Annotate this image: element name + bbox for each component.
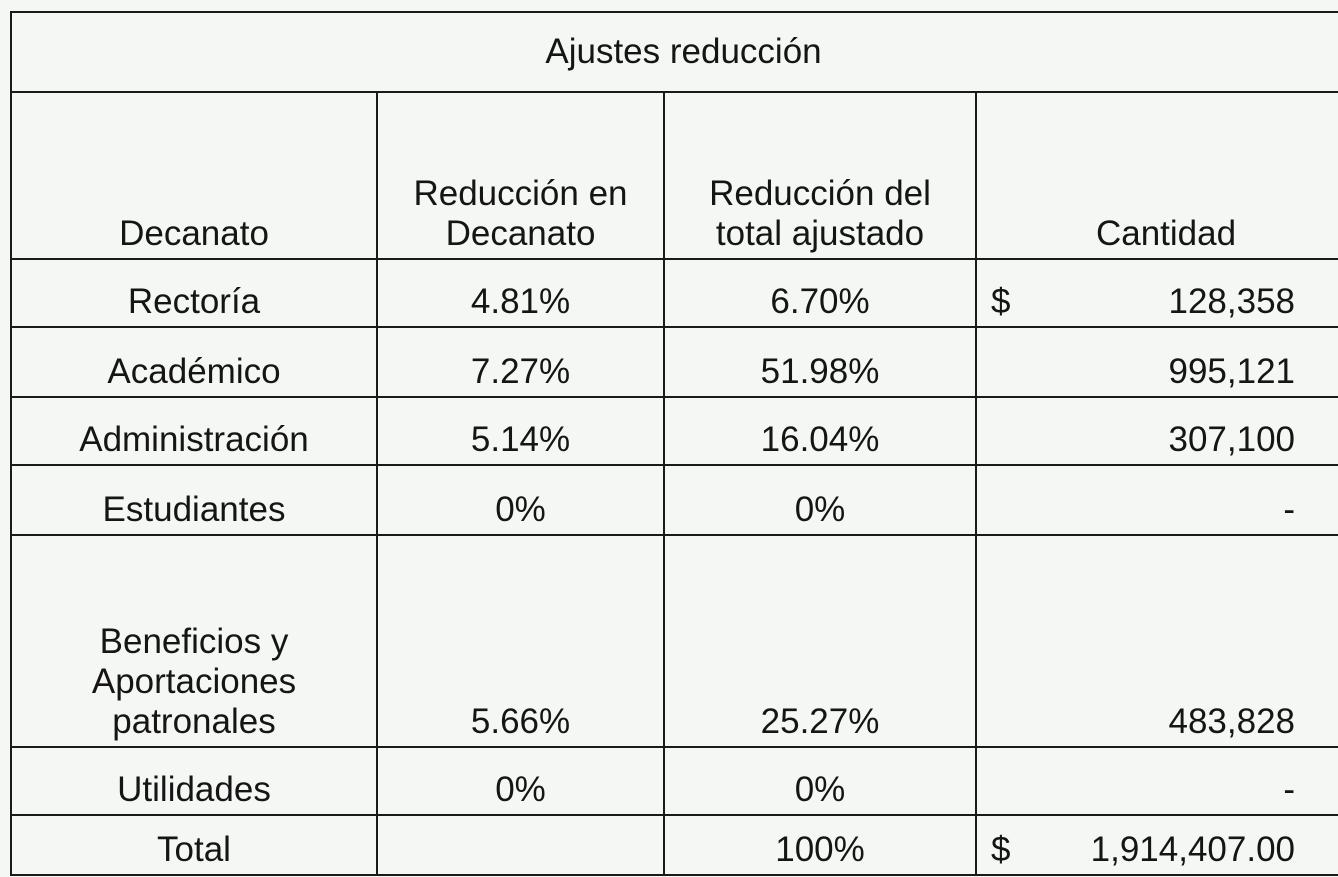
reduccion-total-cell: 16.04% bbox=[663, 396, 977, 466]
header-cell: Reducción en Decanato bbox=[376, 91, 665, 260]
cantidad: 1,914,407.00 bbox=[1090, 830, 1296, 869]
reduccion-decanato-cell: 0% bbox=[376, 464, 665, 536]
decanato-cell: Administración bbox=[10, 396, 378, 466]
row: Académico 7.27% 51.98% 995,121 bbox=[10, 326, 1338, 398]
header-cell: Cantidad bbox=[974, 91, 1338, 260]
decanato-cell: Rectoría bbox=[10, 258, 378, 328]
row: Utilidades 0% 0% - bbox=[10, 746, 1338, 816]
cantidad: 995,121 bbox=[1168, 352, 1296, 391]
cantidad-cell: - bbox=[974, 746, 1338, 816]
reduccion-decanato-cell: 5.66% bbox=[376, 534, 665, 748]
cantidad: 307,100 bbox=[1168, 420, 1296, 459]
cantidad-cell: 995,121 bbox=[974, 326, 1338, 398]
decanato-cell: Estudiantes bbox=[10, 464, 378, 536]
cantidad-cell: 1,914,407.00 $ bbox=[974, 814, 1338, 876]
cantidad: - bbox=[1283, 770, 1296, 809]
reduccion-decanato-cell: 7.27% bbox=[376, 326, 665, 398]
decanato-cell: Total bbox=[10, 814, 378, 876]
header-cell: Reducción del total ajustado bbox=[663, 91, 977, 260]
decanato-cell: Beneficios y Aportaciones patronales bbox=[10, 534, 378, 748]
reduccion-decanato-cell: 0% bbox=[376, 746, 665, 816]
cantidad-cell: 307,100 bbox=[974, 396, 1338, 466]
decanato-cell: Utilidades bbox=[10, 746, 378, 816]
row: Estudiantes 0% 0% - bbox=[10, 464, 1338, 536]
table-body: Ajustes reducción Decanato Reducción en D… bbox=[9, 11, 1338, 876]
row: Administración 5.14% 16.04% 307,100 bbox=[10, 396, 1338, 466]
reduccion-total-cell: 51.98% bbox=[663, 326, 977, 398]
cantidad: 128,358 bbox=[1168, 282, 1296, 321]
row: Beneficios y Aportaciones patronales 5.66… bbox=[10, 534, 1338, 748]
header-cell: Decanato bbox=[10, 91, 378, 260]
header-row: Decanato Reducción en Decanato Reducción d… bbox=[10, 91, 1338, 260]
reduccion-decanato-cell: 5.14% bbox=[376, 396, 665, 466]
cantidad-cell: 483,828 bbox=[974, 534, 1338, 748]
decanato-cell: Académico bbox=[10, 326, 378, 398]
reduccion-total-cell: 100% bbox=[663, 814, 977, 876]
reduccion-total-cell: 0% bbox=[663, 746, 977, 816]
currency: $ bbox=[991, 282, 1011, 321]
cantidad-cell: 128,358 $ bbox=[974, 258, 1338, 328]
row: Rectoría 4.81% 6.70% 128,358 $ bbox=[10, 258, 1338, 328]
cantidad: - bbox=[1283, 490, 1296, 529]
title-row: Ajustes reducción bbox=[9, 11, 1338, 93]
cantidad: 483,828 bbox=[1168, 702, 1296, 741]
reduccion-total-cell: 0% bbox=[663, 464, 977, 536]
reduccion-total-cell: 6.70% bbox=[663, 258, 977, 328]
reduccion-decanato-cell: 4.81% bbox=[376, 258, 665, 328]
currency: $ bbox=[991, 830, 1011, 869]
reduccion-total-cell: 25.27% bbox=[663, 534, 977, 748]
table-title: Ajustes reducción bbox=[9, 11, 1338, 93]
table: Ajustes reducción Decanato Reducción en D… bbox=[9, 11, 1338, 876]
cantidad-cell: - bbox=[974, 464, 1338, 536]
row: Total 100% 1,914,407.00 $ bbox=[10, 814, 1338, 876]
reduccion-decanato-cell bbox=[376, 814, 665, 876]
